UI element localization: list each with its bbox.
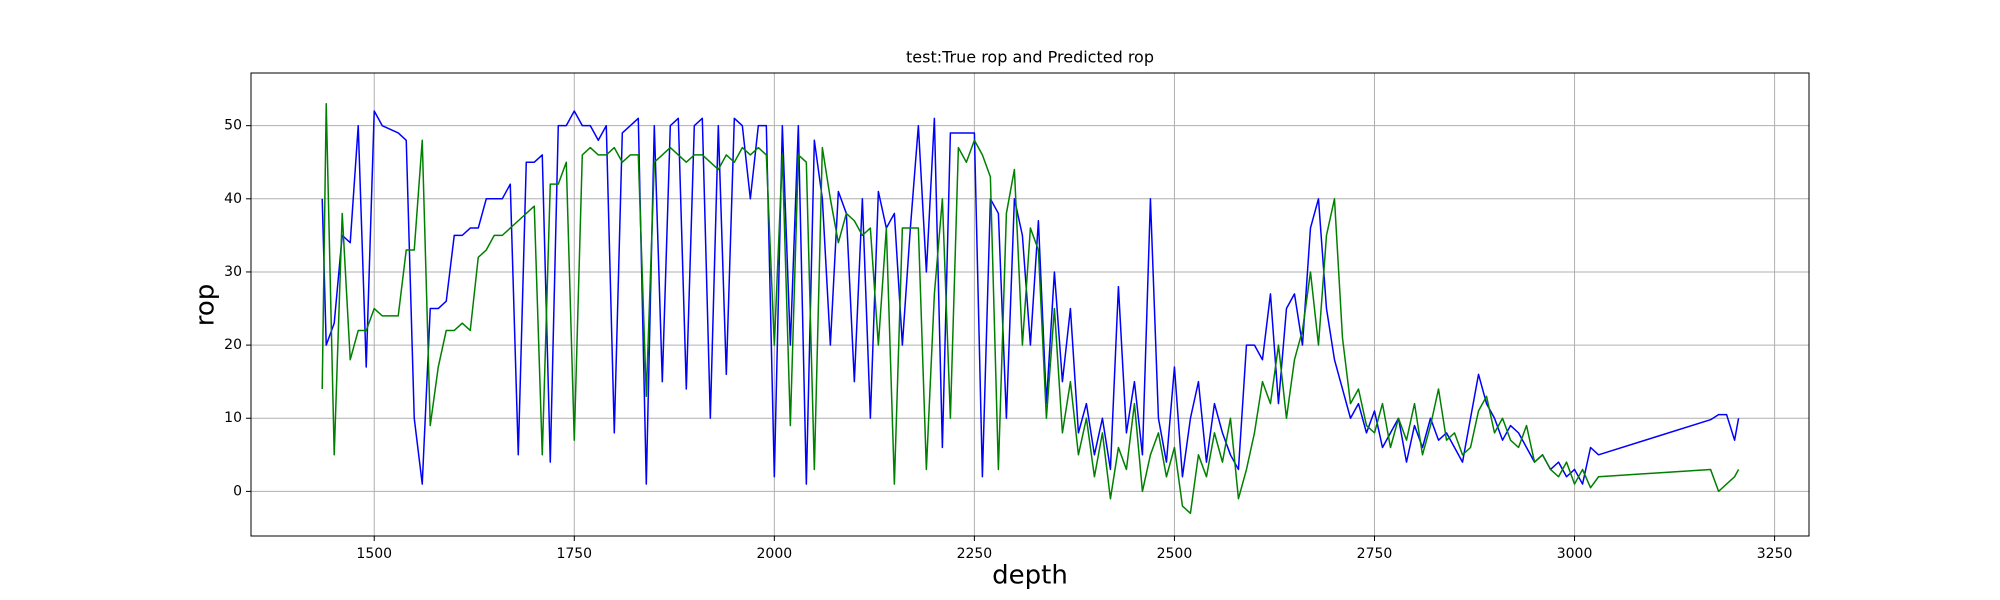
y-axis-label: rop: [191, 284, 221, 327]
y-tick-label: 10: [224, 410, 242, 426]
data-line: [321, 102, 1740, 515]
y-tick-label: 50: [224, 118, 242, 134]
x-tick-label: 3000: [1557, 546, 1593, 562]
x-axis-label: depth: [992, 561, 1068, 591]
x-tick-label: 3250: [1757, 546, 1793, 562]
x-tick-label: 1500: [356, 546, 392, 562]
x-tick-label: 2750: [1357, 546, 1393, 562]
y-tick-label: 0: [233, 483, 242, 499]
chart-title: test:True rop and Predicted rop: [906, 48, 1154, 67]
y-tick-label: 30: [224, 264, 242, 280]
y-tick-label: 20: [224, 337, 242, 353]
x-tick-label: 2500: [1157, 546, 1193, 562]
x-tick-label: 2000: [757, 546, 793, 562]
x-tick-label: 1750: [556, 546, 592, 562]
data-line: [321, 110, 1740, 485]
plot-frame: [250, 72, 1810, 537]
x-tick-label: 2250: [957, 546, 993, 562]
y-tick-label: 40: [224, 191, 242, 207]
